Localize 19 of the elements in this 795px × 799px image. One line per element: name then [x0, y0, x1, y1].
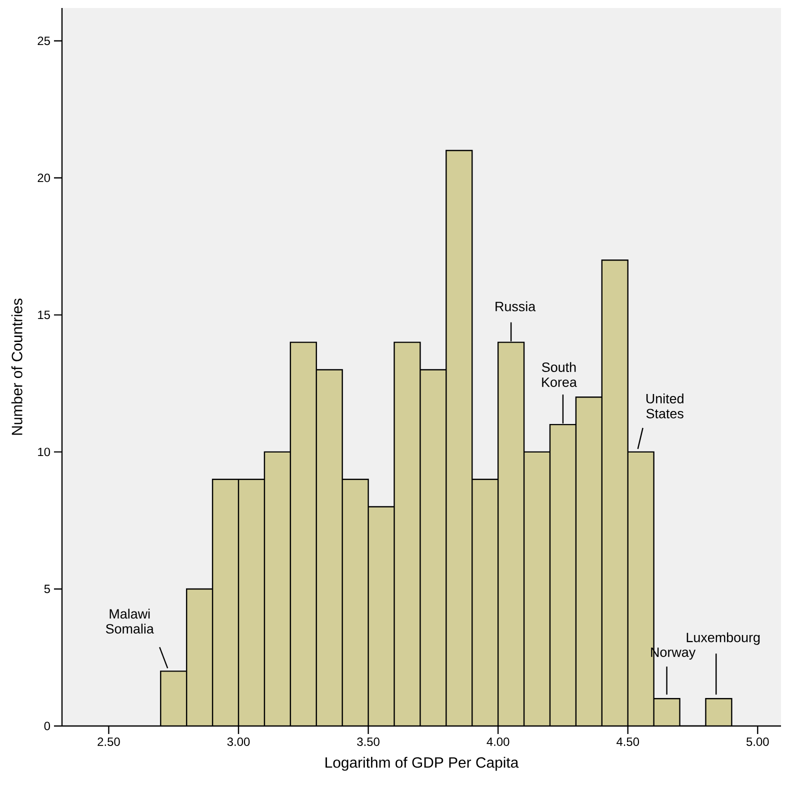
- x-axis-title: Logarithm of GDP Per Capita: [326, 756, 519, 771]
- y-tick-label: 20: [38, 174, 50, 182]
- annotation: Russia: [496, 301, 536, 312]
- y-tick-label: 10: [38, 448, 50, 456]
- y-tick-label: 15: [38, 310, 50, 320]
- annotation: Malawi Somalia: [106, 608, 154, 634]
- x-tick-label: 3.50: [357, 738, 380, 746]
- y-tick-label: 25: [38, 36, 50, 46]
- y-axis-title: Number of Countries: [11, 298, 22, 435]
- annotation: United States: [646, 394, 684, 418]
- x-tick-label: 4.00: [486, 738, 510, 746]
- annotation: Luxembourg: [686, 632, 760, 645]
- x-tick-label: 3.00: [227, 738, 250, 746]
- x-tick-label: 2.50: [98, 738, 120, 746]
- y-tick-label: 5: [44, 584, 50, 594]
- y-tick-label: 0: [44, 722, 50, 730]
- annotation: South Korea: [542, 362, 577, 387]
- x-tick-label: 4.50: [616, 738, 640, 746]
- x-tick-label: 5.00: [746, 738, 769, 746]
